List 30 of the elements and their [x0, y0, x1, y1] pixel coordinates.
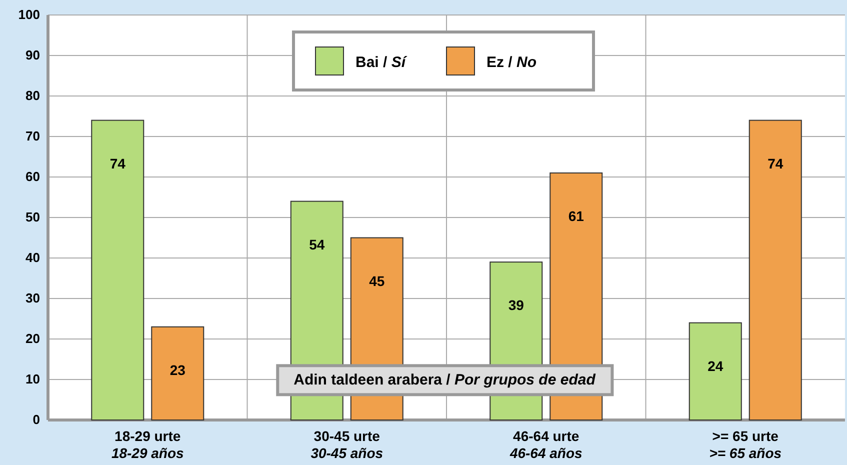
y-tick-label: 100	[18, 7, 40, 22]
y-tick-label: 90	[26, 48, 40, 63]
data-label: 45	[369, 272, 385, 289]
data-label: 61	[568, 208, 584, 224]
bar	[688, 322, 742, 420]
data-label: 74	[110, 155, 126, 172]
legend-label: Bai / Sí	[356, 54, 408, 71]
data-label: 24	[708, 358, 724, 374]
bar	[151, 326, 204, 420]
y-tick-label: 60	[26, 169, 40, 184]
x-tick-label: >= 65 urte >= 65 años	[709, 428, 782, 461]
data-label: 54	[309, 236, 325, 252]
data-label: 74	[768, 155, 784, 172]
data-label: 23	[170, 362, 186, 378]
y-tick-label: 70	[26, 128, 40, 144]
y-tick-label: 0	[32, 412, 40, 428]
x-tick-label: 30-45 urte 30-45 años	[310, 428, 384, 461]
annotation: Adin taldeen arabera / Por grupos de edad	[294, 372, 596, 389]
y-tick-label: 50	[26, 210, 40, 225]
x-tick-label: 46-64 urte 46-64 años	[508, 428, 583, 461]
bar	[91, 120, 144, 420]
y-tick-label: 10	[26, 372, 40, 387]
x-tick-label: 18-29 urte 18-29 años	[111, 428, 184, 461]
y-tick-label: 80	[26, 88, 40, 104]
legend-label: Ez / No	[486, 54, 537, 71]
y-tick-label: 40	[26, 250, 40, 266]
y-tick-label: 30	[26, 290, 40, 306]
data-label: 39	[508, 297, 524, 314]
bar	[748, 120, 802, 420]
y-tick-label: 20	[26, 331, 40, 346]
